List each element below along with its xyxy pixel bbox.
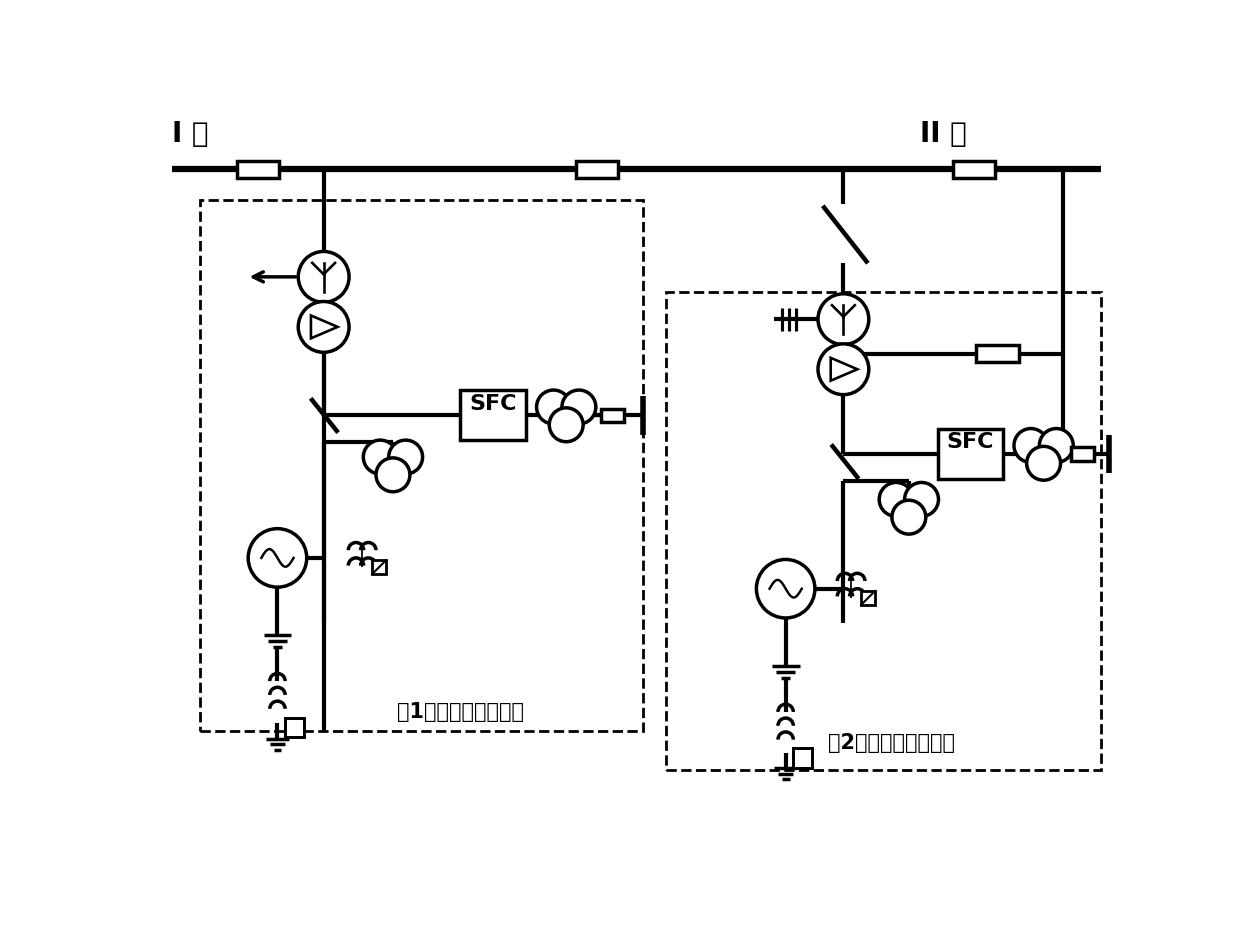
Bar [372,560,386,574]
Circle shape [1039,429,1074,462]
Circle shape [1014,429,1048,462]
Circle shape [818,344,869,395]
Circle shape [1027,446,1060,480]
Circle shape [537,390,570,424]
Text: SFC: SFC [946,432,994,452]
Circle shape [363,440,397,474]
Circle shape [299,302,350,352]
Circle shape [892,501,926,534]
Bar [976,346,1018,362]
Bar [460,390,526,441]
Circle shape [818,294,869,345]
Bar [237,161,279,177]
Text: 第1台调相机变压器组: 第1台调相机变压器组 [397,702,523,722]
Bar [1070,447,1094,460]
Bar [937,429,1003,479]
Text: I 母: I 母 [172,120,208,149]
Circle shape [562,390,596,424]
Circle shape [248,529,306,587]
Text: II 母: II 母 [920,120,967,149]
Circle shape [905,483,939,517]
Circle shape [376,458,410,492]
Bar [601,408,624,422]
Circle shape [549,408,583,442]
Text: SFC: SFC [469,394,517,414]
Bar [954,161,996,177]
Text: 第2台调相机变压器组: 第2台调相机变压器组 [828,732,955,753]
Bar [861,591,875,605]
Bar [285,717,304,737]
Circle shape [299,251,350,303]
Bar [792,748,812,768]
Bar [575,161,619,177]
Circle shape [879,483,913,517]
Circle shape [756,559,815,618]
Circle shape [388,440,423,474]
